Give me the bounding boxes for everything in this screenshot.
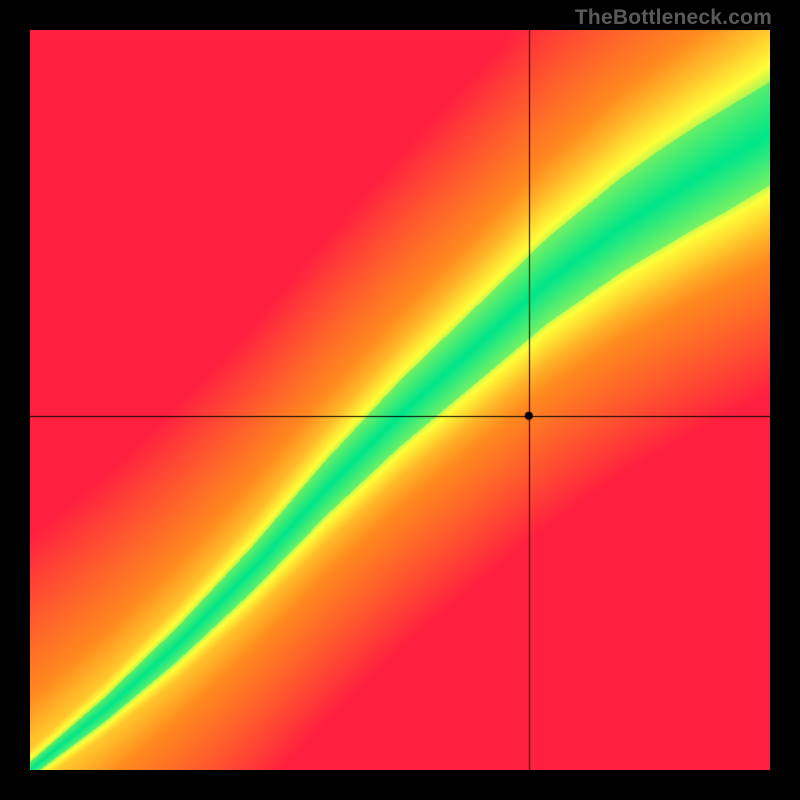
bottleneck-heatmap	[30, 30, 770, 770]
watermark-text: TheBottleneck.com	[575, 6, 772, 30]
chart-frame: { "watermark": { "text": "TheBottleneck.…	[0, 0, 800, 800]
